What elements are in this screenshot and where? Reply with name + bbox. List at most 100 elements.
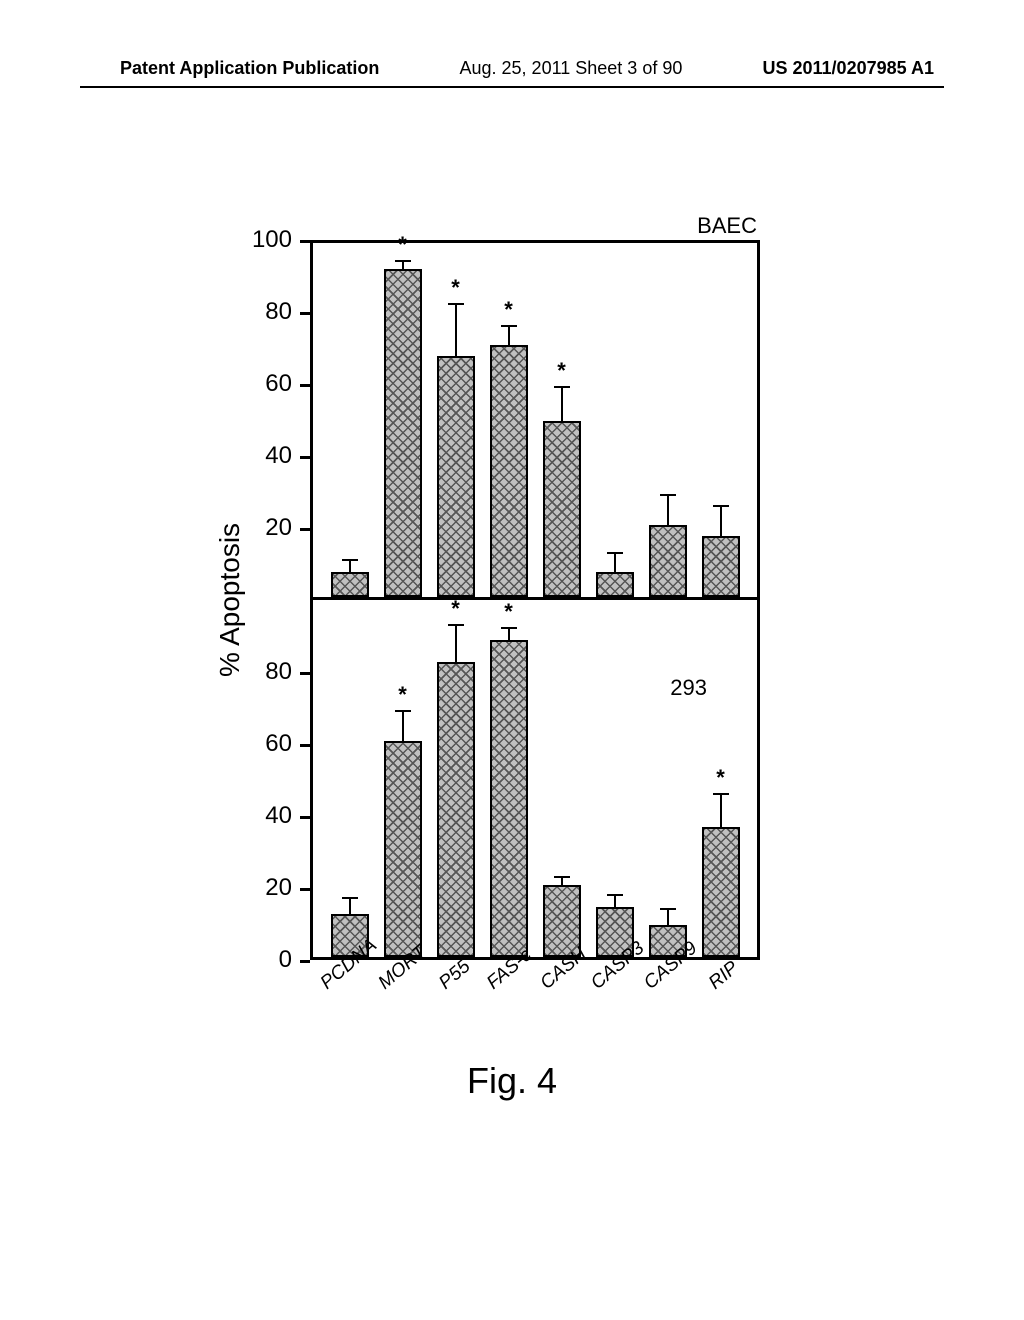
bar-wrap [535,600,588,957]
bar-group-top: **** [313,243,757,597]
bar-wrap [323,243,376,597]
x-label-wrap: FAS-c [481,965,535,1045]
error-cap [501,627,517,629]
bar-wrap: * [429,600,482,957]
header-center: Aug. 25, 2011 Sheet 3 of 90 [460,58,683,79]
bar [543,421,581,597]
y-tick [300,888,310,891]
y-tick [300,240,310,243]
y-tick [300,744,310,747]
chart-container: % Apoptosis BAEC **** 293 **** 204060801… [200,200,760,1000]
error-cap [395,260,411,262]
bar-wrap: * [694,600,747,957]
error-bar [720,507,722,536]
y-tick-label: 40 [265,442,292,470]
bar-wrap: * [429,243,482,597]
x-label-wrap: CASH [535,965,589,1045]
x-label-wrap: MORT [374,965,428,1045]
header-left: Patent Application Publication [120,58,379,79]
x-axis-labels: PCDNAMORTP55FAS-cCASHCASP3CASP9RIP [310,965,760,1045]
error-bar [614,554,616,572]
x-label-wrap: PCDNA [320,965,374,1045]
y-tick-label: 80 [265,298,292,326]
y-tick [300,456,310,459]
header-right: US 2011/0207985 A1 [763,58,934,79]
panel-label-baec: BAEC [697,213,757,239]
bar [384,741,422,957]
error-bar [349,561,351,572]
error-bar [455,626,457,662]
y-tick-label: 20 [265,874,292,902]
header-divider [80,86,944,88]
error-cap [660,908,676,910]
bar [702,827,740,957]
error-cap [448,303,464,305]
y-tick [300,672,310,675]
error-bar [561,388,563,420]
error-cap [713,793,729,795]
bar-wrap: * [482,600,535,957]
error-bar [614,896,616,907]
significance-marker: * [504,599,513,625]
error-bar [561,878,563,885]
bar [490,640,528,957]
y-tick-label: 20 [265,514,292,542]
bar-wrap [588,600,641,957]
error-bar [402,712,404,741]
bar-wrap: * [482,243,535,597]
error-bar [508,327,510,345]
error-cap [554,876,570,878]
bar [649,525,687,597]
figure-caption: Fig. 4 [0,1060,1024,1102]
significance-marker: * [716,765,725,791]
error-bar [720,795,722,827]
bar [596,572,634,597]
error-cap [713,505,729,507]
bar-wrap [641,243,694,597]
bar [490,345,528,597]
panel-293: 293 **** [313,600,757,957]
chart-frame: BAEC **** 293 **** [310,240,760,960]
error-cap [660,494,676,496]
bar [437,662,475,957]
error-cap [554,386,570,388]
bar [331,572,369,597]
bar-wrap: * [376,600,429,957]
x-label-wrap: CASP9 [643,965,697,1045]
panel-baec: BAEC **** [313,243,757,600]
error-cap [342,897,358,899]
y-tick [300,960,310,963]
y-tick [300,528,310,531]
bar-wrap [588,243,641,597]
bar [702,536,740,597]
bar [437,356,475,597]
error-cap [607,552,623,554]
bar [384,269,422,597]
y-tick-label: 100 [252,226,292,254]
significance-marker: * [398,682,407,708]
error-bar [455,305,457,355]
error-bar [667,496,669,525]
significance-marker: * [557,358,566,384]
y-tick-label: 60 [265,370,292,398]
x-label-wrap: P55 [428,965,482,1045]
error-cap [342,559,358,561]
bar-wrap [641,600,694,957]
y-tick [300,816,310,819]
significance-marker: * [451,596,460,622]
bar-wrap [323,600,376,957]
x-label-wrap: RIP [696,965,750,1045]
error-bar [349,899,351,913]
error-cap [395,710,411,712]
error-bar [402,262,404,269]
significance-marker: * [398,232,407,258]
x-label-wrap: CASP3 [589,965,643,1045]
significance-marker: * [451,275,460,301]
error-bar [667,910,669,924]
y-tick-label: 60 [265,730,292,758]
error-cap [448,624,464,626]
y-tick-label: 40 [265,802,292,830]
bar-wrap [694,243,747,597]
x-tick-label: RIP [705,957,743,994]
y-tick-label: 80 [265,658,292,686]
